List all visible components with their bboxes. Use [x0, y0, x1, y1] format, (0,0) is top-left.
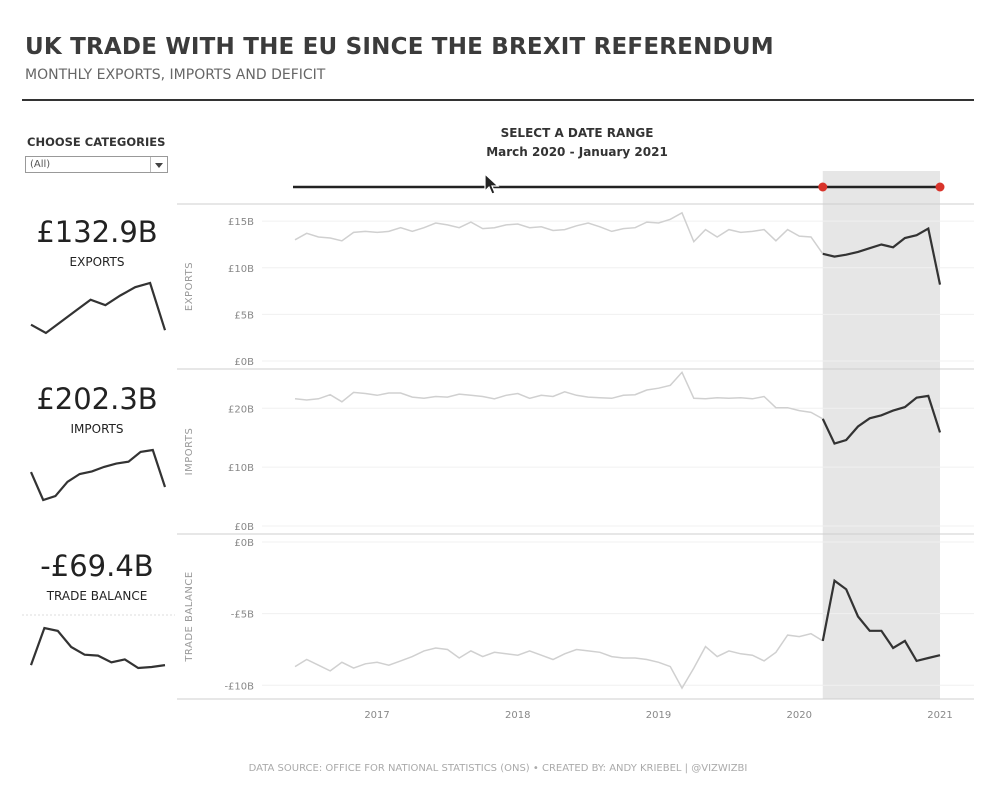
y-tick-label: £15B [228, 217, 254, 228]
chevron-down-icon[interactable] [150, 157, 167, 172]
y-tick-label: £0B [234, 538, 254, 549]
x-tick-label: 2017 [364, 710, 389, 721]
category-dropdown[interactable]: (All) [25, 156, 168, 173]
kpi-imports-value: £202.3B [36, 382, 158, 416]
x-tick-label: 2019 [646, 710, 671, 721]
y-tick-label: £20B [228, 404, 254, 415]
date-range-value: March 2020 - January 2021 [486, 145, 668, 159]
kpi-balance-label: TRADE BALANCE [46, 589, 148, 603]
kpi-balance-value: -£69.4B [40, 549, 154, 583]
imports-sparkline [29, 448, 167, 502]
category-dropdown-value: (All) [30, 159, 51, 170]
dashboard-subtitle: MONTHLY EXPORTS, IMPORTS AND DEFICIT [25, 67, 326, 83]
footer-credits: DATA SOURCE: OFFICE FOR NATIONAL STATIST… [248, 763, 748, 774]
trade_balance-sparkline [29, 626, 166, 670]
x-tick-label: 2020 [787, 710, 812, 721]
category-filter-label: CHOOSE CATEGORIES [27, 135, 166, 149]
y-tick-label: £5B [234, 310, 254, 321]
x-tick-label: 2018 [505, 710, 530, 721]
selection-band [822, 171, 940, 699]
mouse-cursor-icon [484, 173, 500, 195]
panel-axis-label: EXPORTS [184, 262, 195, 311]
exports-sparkline [30, 281, 167, 335]
y-tick-label: -£10B [224, 681, 254, 692]
panel-axis-label: IMPORTS [184, 428, 195, 476]
exports-context-line [294, 211, 824, 255]
y-tick-label: £10B [228, 264, 254, 275]
y-tick-label: £0B [234, 522, 254, 533]
kpi-exports-label: EXPORTS [69, 255, 125, 269]
y-tick-label: £10B [228, 463, 254, 474]
date-slider-start-handle[interactable] [818, 182, 828, 192]
header-divider [22, 99, 974, 101]
trade_balance-context-line [294, 632, 824, 690]
exports-selected-line [822, 226, 942, 285]
date-slider-end-handle[interactable] [935, 182, 945, 192]
panel-axis-label: TRADE BALANCE [184, 571, 195, 662]
x-tick-label: 2021 [927, 710, 952, 721]
trade_balance-selected-line [821, 578, 941, 663]
imports-selected-line [821, 394, 942, 445]
dashboard-title: UK TRADE WITH THE EU SINCE THE BREXIT RE… [25, 34, 774, 60]
date-range-title: SELECT A DATE RANGE [500, 126, 654, 140]
imports-context-line [294, 370, 824, 420]
kpi-imports-label: IMPORTS [70, 422, 124, 436]
y-tick-label: -£5B [231, 610, 254, 621]
kpi-exports-value: £132.9B [36, 215, 158, 249]
y-tick-label: £0B [234, 357, 254, 368]
